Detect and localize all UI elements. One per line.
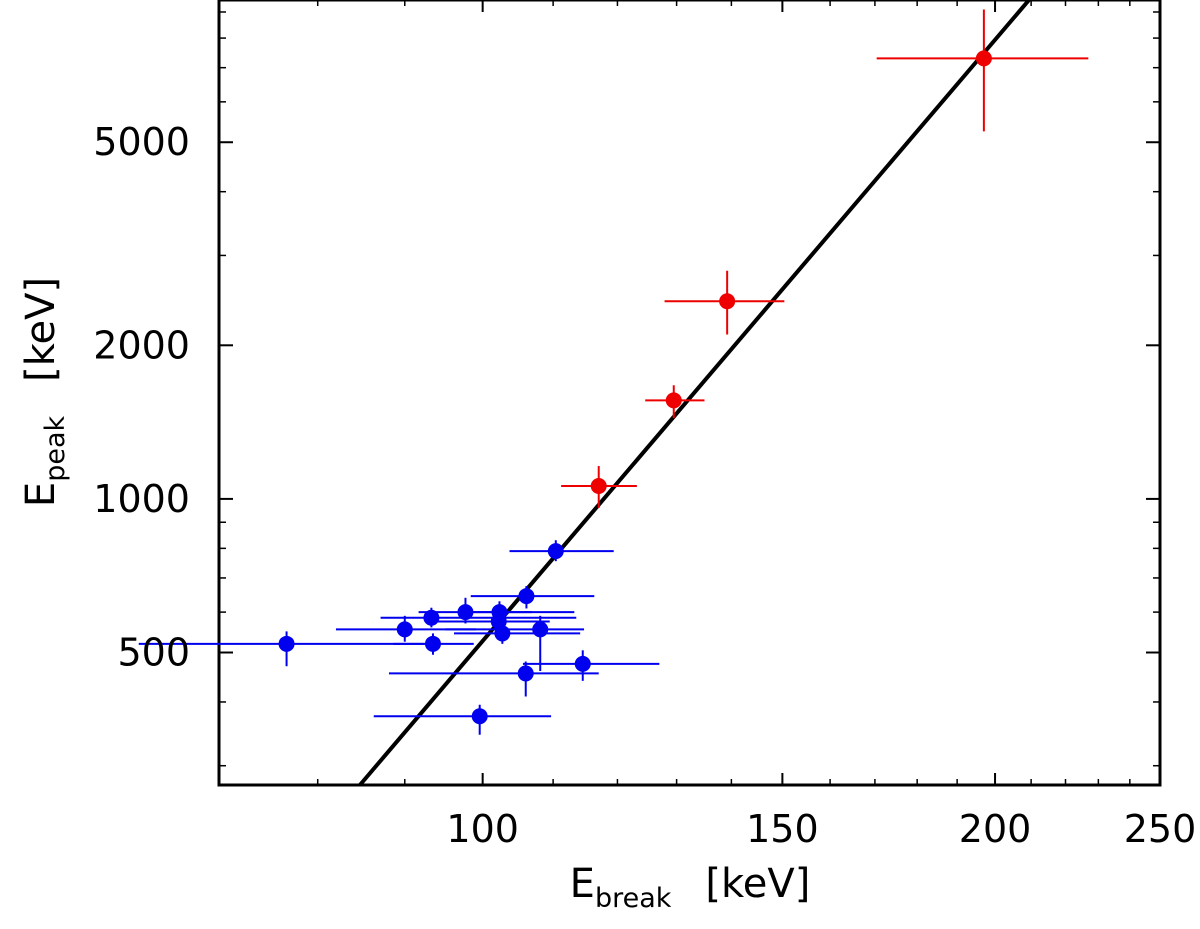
red-point-2 (665, 392, 682, 409)
y-tick-label: 500 (117, 631, 190, 675)
blue-point-1 (518, 588, 535, 605)
blue-point-4 (423, 609, 440, 626)
x-tick-label: 200 (959, 807, 1032, 851)
y-axis-label: Epeak[keV] (18, 277, 71, 507)
blue-point-6 (396, 621, 413, 638)
x-tick-label: 150 (746, 807, 819, 851)
series-red (561, 9, 1089, 508)
blue-point-13 (471, 708, 488, 725)
blue-point-12 (517, 665, 534, 682)
red-point-1 (719, 293, 736, 310)
series-blue (138, 540, 660, 735)
blue-point-8 (532, 621, 549, 638)
y-tick-label: 5000 (93, 120, 190, 164)
y-tick-label: 1000 (93, 477, 190, 521)
blue-point-7 (494, 625, 511, 642)
fit-line (358, 0, 1031, 787)
fit-line-group (358, 0, 1031, 787)
x-tick-label: 250 (1124, 807, 1197, 851)
x-axis-label: Ebreak [keV] (570, 861, 811, 914)
plot-frame (217, 0, 1162, 787)
blue-point-9 (424, 635, 441, 652)
blue-point-11 (574, 655, 591, 672)
ticks-group: 100 150 200 250 500 1000 2000 5000 (93, 0, 1196, 851)
red-point-3 (590, 477, 607, 494)
blue-point-0 (547, 543, 564, 560)
red-point-0 (975, 50, 992, 67)
data-points-group (138, 9, 1089, 735)
y-tick-label: 2000 (93, 323, 190, 367)
blue-point-10 (278, 635, 295, 652)
x-tick-label: 100 (446, 807, 519, 851)
